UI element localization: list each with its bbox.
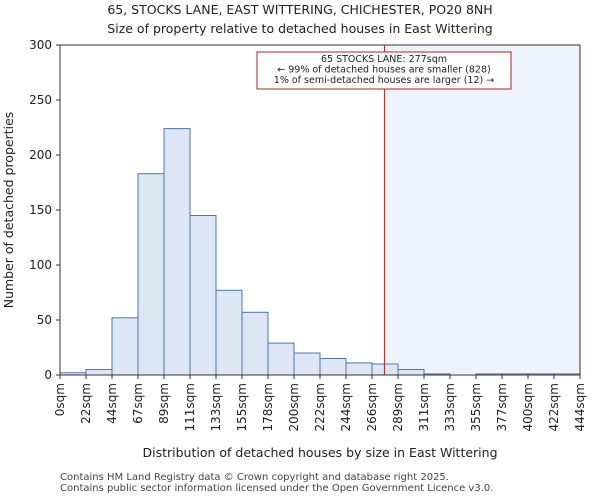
bar bbox=[215, 289, 243, 376]
footer-line-1: Contains HM Land Registry data © Crown c… bbox=[60, 472, 449, 483]
x-tick-label: 244sqm bbox=[339, 383, 353, 431]
x-tick-label: 67sqm bbox=[131, 383, 145, 424]
bar bbox=[397, 369, 425, 376]
highlight-region bbox=[384, 45, 580, 375]
y-tick-label: 200 bbox=[29, 148, 52, 162]
annotation-box bbox=[256, 51, 512, 90]
x-tick-label: 44sqm bbox=[105, 383, 119, 424]
bar bbox=[319, 358, 347, 376]
y-tick-label: 300 bbox=[29, 38, 52, 52]
x-tick-label: 0sqm bbox=[53, 383, 67, 416]
y-tick-label: 100 bbox=[29, 258, 52, 272]
x-tick-label: 111sqm bbox=[183, 383, 197, 431]
x-tick-label: 222sqm bbox=[313, 383, 327, 431]
chart-title: 65, STOCKS LANE, EAST WITTERING, CHICHES… bbox=[107, 2, 492, 17]
bar bbox=[371, 363, 399, 376]
x-tick-label: 400sqm bbox=[521, 383, 535, 431]
x-tick-label: 89sqm bbox=[157, 383, 171, 424]
x-tick-label: 289sqm bbox=[391, 383, 405, 431]
annotation-line: 1% of semi-detached houses are larger (1… bbox=[274, 75, 494, 86]
bar bbox=[345, 362, 373, 376]
annotation-line: 65 STOCKS LANE: 277sqm bbox=[321, 54, 447, 65]
footer: Contains HM Land Registry data © Crown c… bbox=[60, 472, 493, 494]
y-tick-label: 150 bbox=[29, 203, 52, 217]
bar bbox=[85, 369, 113, 376]
plot-area: 0 50 100 150 200 250 300 0sqm 22sqm 44sqm 67sqm 89s… bbox=[29, 38, 587, 431]
chart: 65, STOCKS LANE, EAST WITTERING, CHICHES… bbox=[1, 2, 587, 460]
chart-subtitle: Size of property relative to detached ho… bbox=[107, 21, 492, 36]
x-tick-label: 333sqm bbox=[443, 383, 457, 431]
x-tick-label: 155sqm bbox=[235, 383, 249, 431]
y-tick-label: 250 bbox=[29, 93, 52, 107]
y-tick-label: 0 bbox=[44, 368, 52, 382]
x-tick-label: 266sqm bbox=[365, 383, 379, 431]
bar bbox=[163, 128, 191, 376]
x-tick-label: 133sqm bbox=[209, 383, 223, 431]
bar bbox=[267, 342, 295, 376]
bar bbox=[293, 352, 321, 376]
bar bbox=[137, 173, 165, 376]
x-tick-label: 355sqm bbox=[469, 383, 483, 431]
bar bbox=[111, 317, 139, 376]
x-tick-label: 377sqm bbox=[495, 383, 509, 431]
y-axis-label: Number of detached properties bbox=[1, 112, 16, 309]
x-axis-label: Distribution of detached houses by size … bbox=[142, 445, 497, 460]
x-tick-label: 22sqm bbox=[79, 383, 93, 424]
y-tick-label: 50 bbox=[37, 313, 52, 327]
bar bbox=[189, 215, 217, 376]
annotation-line: ← 99% of detached houses are smaller (82… bbox=[277, 65, 490, 76]
bar bbox=[241, 311, 269, 376]
x-tick-label: 200sqm bbox=[287, 383, 301, 431]
x-tick-label: 422sqm bbox=[547, 383, 561, 431]
x-tick-label: 444sqm bbox=[573, 383, 587, 431]
footer-line-2: Contains public sector information licen… bbox=[60, 483, 494, 494]
x-tick-label: 178sqm bbox=[261, 383, 275, 431]
x-tick-label: 311sqm bbox=[417, 383, 431, 431]
